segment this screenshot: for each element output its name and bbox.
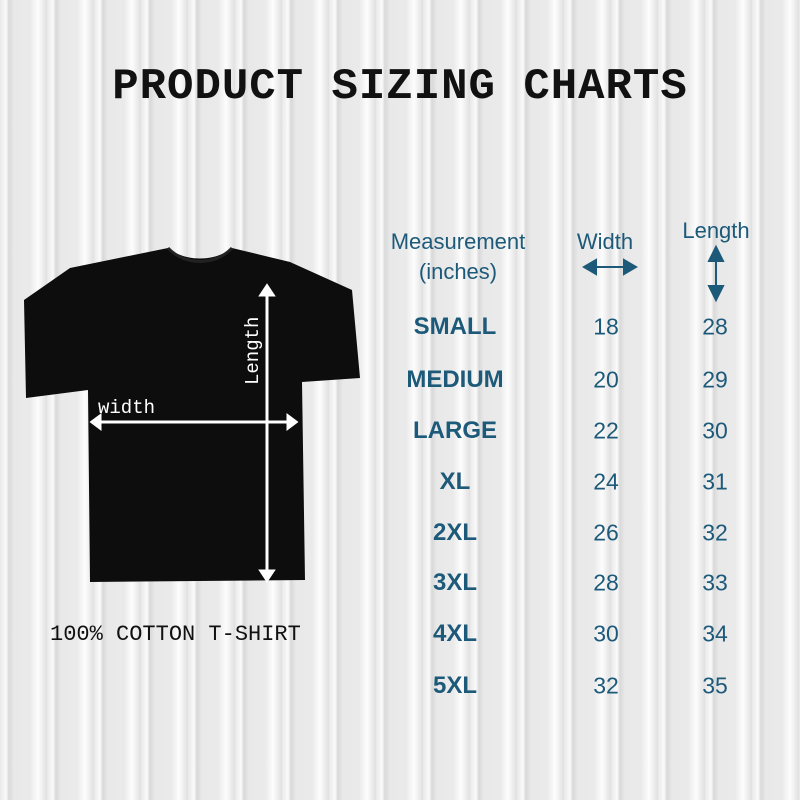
size-cell: 4XL <box>432 620 478 647</box>
width-arrow-icon <box>89 413 299 431</box>
length-header-icon <box>707 244 725 303</box>
tshirt-shape <box>24 248 360 582</box>
width-header: Width <box>576 229 634 254</box>
length-arrow-icon <box>258 283 276 583</box>
product-caption: 100% COTTON T-SHIRT <box>50 622 301 647</box>
size-cell: XL <box>439 468 471 495</box>
width-cell: 24 <box>593 468 619 495</box>
size-cell: 2XL <box>432 519 478 546</box>
tshirt-collar <box>166 246 234 263</box>
measurement-header-line1: Measurement <box>390 229 526 254</box>
size-cell: LARGE <box>413 417 497 444</box>
width-cell: 26 <box>593 519 619 546</box>
size-cell: MEDIUM <box>406 366 504 393</box>
size-cell: 5XL <box>432 672 478 699</box>
length-cell: 35 <box>702 672 728 699</box>
width-cell: 32 <box>593 672 619 699</box>
length-cell: 32 <box>702 519 728 546</box>
width-cell: 28 <box>593 569 619 596</box>
length-cell: 29 <box>702 366 728 393</box>
length-cell: 30 <box>702 417 728 444</box>
length-header: Length <box>682 218 750 243</box>
size-cell: 3XL <box>432 569 478 596</box>
size-cell: SMALL <box>413 313 497 340</box>
width-cell: 18 <box>593 313 619 340</box>
shirt-length-label: Length <box>242 317 264 385</box>
length-cell: 34 <box>702 620 728 647</box>
measurement-header: Measurement (inches) <box>372 227 544 287</box>
length-cell: 28 <box>702 313 728 340</box>
shirt-width-label: width <box>98 397 155 419</box>
length-cell: 31 <box>702 468 728 495</box>
width-header-icon <box>582 258 638 276</box>
width-cell: 22 <box>593 417 619 444</box>
width-cell: 30 <box>593 620 619 647</box>
page-title: PRODUCT SIZING CHARTS <box>112 62 688 112</box>
measurement-header-line2: (inches) <box>418 259 498 284</box>
width-cell: 20 <box>593 366 619 393</box>
length-cell: 33 <box>702 569 728 596</box>
